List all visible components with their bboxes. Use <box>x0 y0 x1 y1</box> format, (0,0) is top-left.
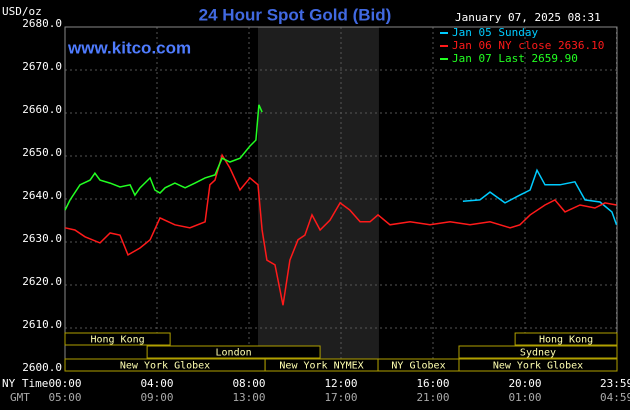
x2-tick-label: 04:59 <box>600 391 630 404</box>
x2-row-label: GMT <box>10 391 30 404</box>
y-axis-label: USD/oz <box>2 5 42 18</box>
y-tick-label: 2680.0 <box>22 17 62 30</box>
x-tick-label: 08:00 <box>232 377 265 390</box>
y-tick-label: 2620.0 <box>22 275 62 288</box>
legend-label: Jan 07 Last 2659.90 <box>452 52 578 65</box>
session-label: NY Globex <box>391 361 445 372</box>
session-bar <box>458 358 618 372</box>
y-tick-label: 2650.0 <box>22 146 62 159</box>
watermark: www.kitco.com <box>67 38 191 57</box>
session-label: Sydney <box>520 348 556 359</box>
price-line <box>64 104 263 211</box>
session-bar <box>458 345 618 359</box>
x-tick-label: 16:00 <box>416 377 449 390</box>
session-bar <box>64 332 171 346</box>
x2-tick-label: 05:00 <box>48 391 81 404</box>
price-line <box>462 168 618 226</box>
session-bar <box>146 345 321 359</box>
y-tick-label: 2660.0 <box>22 103 62 116</box>
y-tick-label: 2600.0 <box>22 361 62 374</box>
session-label: New York Globex <box>120 361 210 372</box>
y-tick-label: 2640.0 <box>22 189 62 202</box>
session-highlight <box>257 27 379 371</box>
x-row-label: NY Time <box>2 377 48 390</box>
x2-tick-label: 17:00 <box>324 391 357 404</box>
y-tick-label: 2630.0 <box>22 232 62 245</box>
session-label: London <box>216 348 252 359</box>
price-line <box>64 153 617 306</box>
session-label: New York NYMEX <box>279 361 363 372</box>
session-bar <box>514 332 618 346</box>
x-tick-label: 20:00 <box>508 377 541 390</box>
chart-title: 24 Hour Spot Gold (Bid) <box>199 5 392 24</box>
x-tick-label: 23:59 <box>600 377 630 390</box>
x-tick-label: 04:00 <box>140 377 173 390</box>
x2-tick-label: 13:00 <box>232 391 265 404</box>
x-tick-label: 12:00 <box>324 377 357 390</box>
session-label: New York Globex <box>493 361 583 372</box>
y-tick-label: 2610.0 <box>22 318 62 331</box>
timestamp: January 07, 2025 08:31 <box>455 11 601 24</box>
x2-tick-label: 01:00 <box>508 391 541 404</box>
x-tick-label: 00:00 <box>48 377 81 390</box>
session-label: Hong Kong <box>90 335 144 346</box>
x2-tick-label: 21:00 <box>416 391 449 404</box>
session-label: Hong Kong <box>539 335 593 346</box>
legend-label: Jan 05 Sunday <box>452 26 538 39</box>
x2-tick-label: 09:00 <box>140 391 173 404</box>
legend-label: Jan 06 NY close 2636.10 <box>452 39 604 52</box>
y-tick-label: 2670.0 <box>22 60 62 73</box>
